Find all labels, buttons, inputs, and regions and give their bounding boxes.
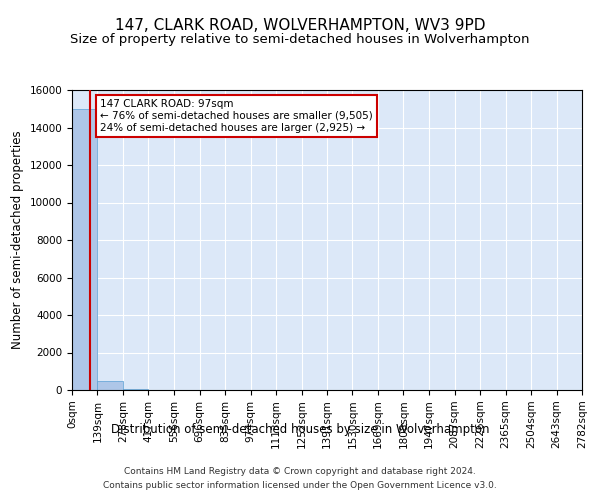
Text: 147 CLARK ROAD: 97sqm
← 76% of semi-detached houses are smaller (9,505)
24% of s: 147 CLARK ROAD: 97sqm ← 76% of semi-deta… [100,100,373,132]
Text: 147, CLARK ROAD, WOLVERHAMPTON, WV3 9PD: 147, CLARK ROAD, WOLVERHAMPTON, WV3 9PD [115,18,485,32]
Bar [97,380,123,390]
Text: Size of property relative to semi-detached houses in Wolverhampton: Size of property relative to semi-detach… [70,32,530,46]
Bar [72,109,97,390]
Text: Contains public sector information licensed under the Open Government Licence v3: Contains public sector information licen… [103,481,497,490]
Y-axis label: Number of semi-detached properties: Number of semi-detached properties [11,130,24,350]
Text: Contains HM Land Registry data © Crown copyright and database right 2024.: Contains HM Land Registry data © Crown c… [124,468,476,476]
Bar [123,389,148,390]
Text: Distribution of semi-detached houses by size in Wolverhampton: Distribution of semi-detached houses by … [111,422,489,436]
